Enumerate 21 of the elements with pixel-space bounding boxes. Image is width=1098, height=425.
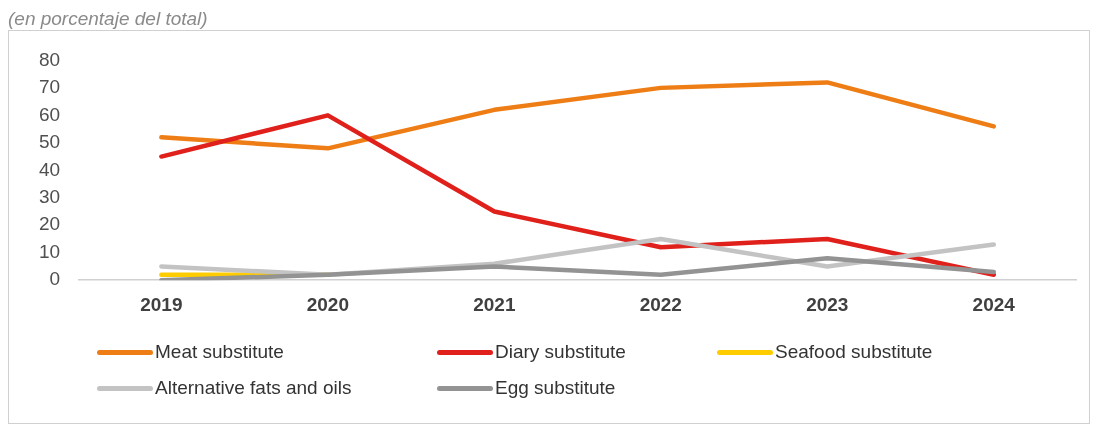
x-tick-label: 2024: [972, 293, 1016, 315]
legend-label: Egg substitute: [495, 377, 616, 399]
x-tick-label: 2020: [306, 293, 349, 315]
y-tick-label: 80: [38, 48, 61, 70]
x-tick-label: 2023: [806, 293, 849, 315]
x-tick-label: 2019: [140, 293, 183, 315]
y-tick-label: 60: [38, 103, 61, 125]
x-tick-label: 2022: [639, 293, 682, 315]
legend-label: Alternative fats and oils: [155, 377, 352, 399]
y-tick-label: 10: [38, 240, 61, 262]
y-tick-label: 50: [38, 131, 61, 153]
legend-label: Seafood substitute: [775, 341, 933, 363]
chart-subtitle: (en porcentaje del total): [8, 8, 209, 30]
legend-label: Meat substitute: [155, 341, 284, 363]
y-tick-label: 40: [38, 158, 61, 180]
legend-label: Diary substitute: [495, 341, 626, 363]
y-tick-label: 20: [38, 213, 61, 235]
y-tick-label: 70: [38, 76, 61, 98]
x-tick-label: 2021: [473, 293, 516, 315]
y-tick-label: 30: [38, 186, 61, 208]
y-tick-label: 0: [49, 268, 61, 290]
